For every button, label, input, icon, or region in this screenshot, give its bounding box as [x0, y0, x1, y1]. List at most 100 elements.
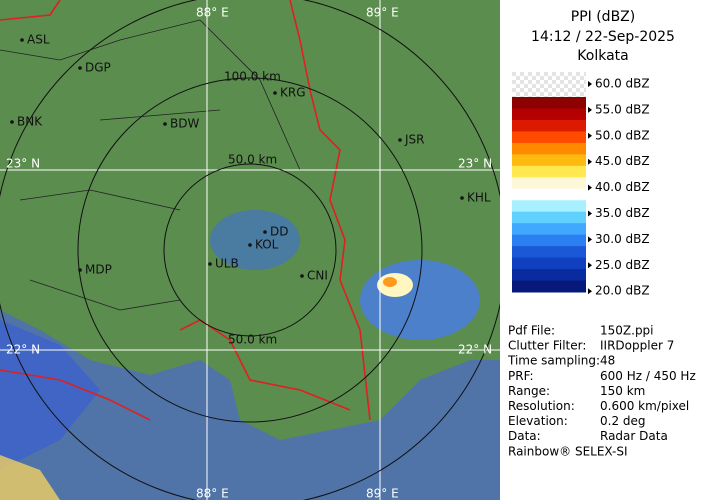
city-dot — [10, 120, 14, 124]
footer: Rainbow® SELEX-SI — [508, 445, 628, 459]
info-value: 600 Hz / 450 Hz — [600, 369, 696, 383]
legend-tick — [588, 81, 592, 87]
rain-cell — [360, 260, 480, 340]
grid-label: 88° E — [196, 6, 229, 20]
legend-swatch — [512, 177, 586, 190]
grid-label: 22° N — [6, 343, 40, 357]
city-dot — [300, 274, 304, 278]
rain-band — [0, 320, 100, 470]
legend-swatch — [512, 165, 586, 178]
legend-label: 40.0 dBZ — [595, 180, 650, 194]
legend-tick — [588, 210, 592, 217]
legend-label: 50.0 dBZ — [595, 128, 650, 142]
city-label: KOL — [255, 238, 279, 252]
city-label: ASL — [27, 33, 50, 47]
legend-swatch — [512, 223, 586, 236]
boundary — [0, 0, 371, 421]
grid-label: 22° N — [458, 343, 492, 357]
city-dot — [398, 138, 402, 142]
legend-swatch — [512, 142, 586, 155]
legend-nodata — [512, 72, 586, 97]
ring-label: 100.0 km — [224, 70, 281, 84]
legend-swatch — [512, 154, 586, 167]
legend-tick — [588, 184, 592, 191]
city-label: MDP — [85, 263, 112, 277]
city-label: CNI — [307, 269, 328, 283]
grid-label: 23° N — [458, 157, 492, 171]
city-label: BNK — [17, 115, 43, 129]
legend-tick — [588, 236, 592, 243]
legend-swatch — [512, 200, 586, 213]
city-label: ULB — [215, 257, 239, 271]
rain-core — [0, 455, 60, 500]
info-value: 0.2 deg — [600, 414, 646, 428]
legend-swatch — [512, 269, 586, 282]
legend-swatch — [512, 246, 586, 259]
legend-swatch — [512, 211, 586, 224]
legend-swatch — [512, 280, 586, 293]
legend-swatch — [512, 97, 586, 109]
info-value: 48 — [600, 354, 615, 368]
city-dot — [78, 66, 82, 70]
legend-tick — [588, 132, 592, 139]
legend-swatch — [512, 234, 586, 247]
legend-swatch — [512, 257, 586, 270]
grid-label: 89° E — [366, 487, 399, 500]
legend-label: 35.0 dBZ — [595, 206, 650, 220]
rain-cell-peak — [383, 277, 397, 287]
city-label: DGP — [85, 61, 111, 75]
legend-swatch — [512, 108, 586, 121]
info-value: 150Z.ppi — [600, 324, 654, 338]
city-dot — [78, 268, 82, 272]
info-value: Radar Data — [600, 429, 668, 443]
legend-swatch — [512, 188, 586, 201]
city-dot — [20, 38, 24, 42]
info-key: Elevation: — [508, 414, 568, 428]
ring-label: 50.0 km — [228, 153, 277, 167]
city-dot — [460, 196, 464, 200]
info-value: 150 km — [600, 384, 645, 398]
legend-swatch — [512, 119, 586, 132]
legend-label: 55.0 dBZ — [595, 102, 650, 116]
legend-tick — [588, 262, 592, 269]
legend-label: 30.0 dBZ — [595, 232, 650, 246]
legend-tick — [588, 158, 592, 165]
legend-label: 45.0 dBZ — [595, 154, 650, 168]
range-rings — [0, 0, 500, 500]
city-label: KHL — [467, 191, 491, 205]
city-dot — [208, 262, 212, 266]
legend-label: 25.0 dBZ — [595, 258, 650, 272]
info-key: PRF: — [508, 369, 534, 383]
title: PPI (dBZ) — [571, 9, 635, 25]
info-key: Time sampling: — [507, 354, 600, 368]
legend-swatch — [512, 131, 586, 144]
city-dot — [248, 243, 252, 247]
ring-label: 50.0 km — [228, 333, 277, 347]
map: 88° E 89° E 23° N 23° N 22° N 22° N 88° … — [0, 0, 500, 500]
legend-tick — [588, 288, 592, 295]
grid-label: 23° N — [6, 157, 40, 171]
rain-sea — [0, 310, 500, 500]
city-dot — [273, 91, 277, 95]
info: Pdf File: 150Z.ppi Clutter Filter: IIRDoppl… — [507, 324, 696, 444]
city-dot — [163, 122, 167, 126]
grid-label: 89° E — [366, 6, 399, 20]
info-key: Resolution: — [508, 399, 575, 413]
info-key: Clutter Filter: — [508, 339, 586, 353]
city-label: BDW — [170, 117, 199, 131]
info-key: Pdf File: — [508, 324, 555, 338]
info-key: Data: — [508, 429, 541, 443]
timestamp: 14:12 / 22-Sep-2025 — [531, 29, 675, 45]
grid-label: 88° E — [196, 487, 229, 500]
station: Kolkata — [577, 48, 628, 64]
legend: 60.0 dBZ 55.0 dBZ 50.0 dBZ 45.0 dBZ 40.0 dBZ… — [512, 72, 650, 298]
info-value: IIRDoppler 7 — [600, 339, 674, 353]
city-dot — [263, 230, 267, 234]
city-label: JSR — [404, 133, 425, 147]
rain-city — [210, 210, 300, 270]
legend-tick — [588, 106, 592, 113]
city-label: DD — [270, 225, 288, 239]
legend-label: 60.0 dBZ — [595, 77, 650, 91]
